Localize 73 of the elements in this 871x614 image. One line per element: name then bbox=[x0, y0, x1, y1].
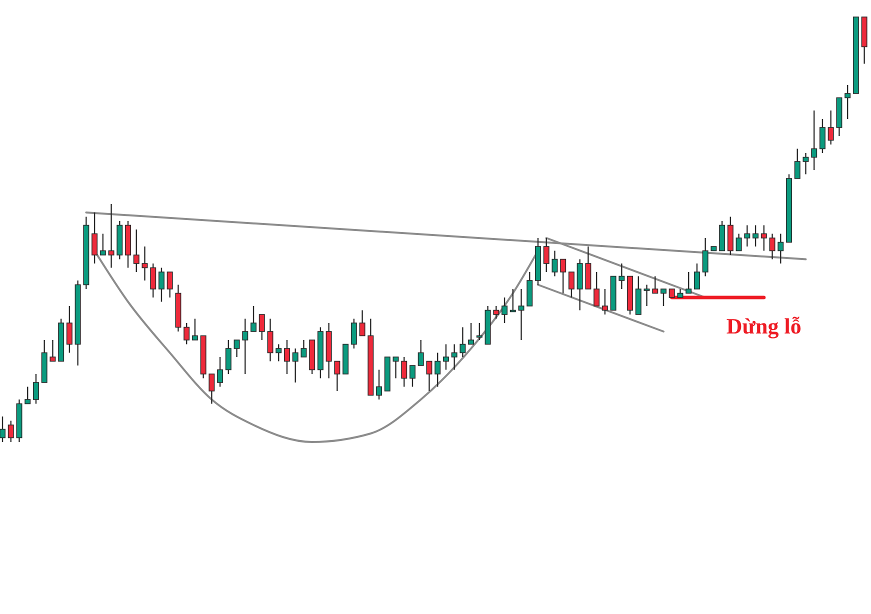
candlestick bbox=[292, 348, 298, 384]
candlestick bbox=[276, 344, 282, 362]
candlestick bbox=[66, 305, 72, 354]
candlestick bbox=[518, 288, 524, 341]
candlestick bbox=[409, 364, 416, 388]
candlestick bbox=[502, 296, 508, 324]
candlestick bbox=[376, 369, 382, 400]
candlestick bbox=[217, 356, 224, 388]
candlestick bbox=[736, 233, 742, 252]
candlestick bbox=[602, 288, 608, 316]
candlestick bbox=[234, 339, 240, 358]
candlestick bbox=[92, 212, 98, 264]
candlestick bbox=[686, 271, 692, 294]
candlestick bbox=[442, 344, 449, 370]
candlestick bbox=[359, 310, 366, 336]
candlestick bbox=[426, 360, 432, 392]
candlestick bbox=[350, 318, 357, 350]
candlestick bbox=[760, 224, 767, 252]
candlestick bbox=[418, 339, 424, 366]
candlestick bbox=[24, 386, 31, 404]
candlestick bbox=[166, 271, 173, 298]
candlestick bbox=[334, 360, 340, 392]
candlestick bbox=[560, 258, 566, 294]
candlestick bbox=[794, 148, 800, 180]
candlestick bbox=[108, 203, 114, 268]
candlestick bbox=[250, 305, 257, 332]
candlestick bbox=[694, 262, 700, 290]
candlestick bbox=[744, 224, 750, 248]
candlestick bbox=[468, 322, 474, 345]
candlestick bbox=[594, 271, 600, 307]
candlestick bbox=[769, 233, 776, 260]
candlestick bbox=[225, 339, 232, 375]
candlestick bbox=[543, 237, 550, 273]
candlestick bbox=[267, 318, 274, 362]
candlestick bbox=[434, 352, 441, 388]
candlestick bbox=[392, 356, 399, 379]
candlestick bbox=[811, 110, 818, 171]
candlestick bbox=[844, 84, 851, 120]
candlestick bbox=[100, 233, 106, 256]
candlestick bbox=[451, 344, 458, 370]
candlestick bbox=[192, 318, 198, 341]
candlestick bbox=[568, 271, 574, 298]
candlestick bbox=[702, 237, 708, 277]
candlestick bbox=[401, 356, 408, 388]
candlestick bbox=[652, 276, 658, 294]
candlestick bbox=[828, 110, 834, 146]
candlestick bbox=[32, 373, 39, 404]
candlestick bbox=[50, 339, 56, 362]
candlestick bbox=[618, 262, 625, 290]
candlestick bbox=[133, 228, 140, 273]
candlestick bbox=[300, 339, 307, 358]
candlestick bbox=[644, 284, 650, 307]
candlestick bbox=[552, 250, 558, 277]
candlestick bbox=[8, 420, 14, 443]
candlestick bbox=[460, 326, 466, 358]
candlestick bbox=[150, 262, 156, 298]
candlestick bbox=[819, 118, 826, 154]
candlestick bbox=[158, 267, 164, 302]
candlestick bbox=[258, 314, 265, 341]
candlestick bbox=[284, 339, 290, 375]
candlestick bbox=[660, 288, 666, 307]
candlestick bbox=[208, 373, 215, 404]
candlestick bbox=[778, 233, 784, 264]
candlestick bbox=[493, 305, 500, 320]
candlestick bbox=[752, 224, 759, 248]
candlestick bbox=[184, 322, 190, 345]
annotation: Dừng lỗ bbox=[726, 314, 802, 338]
candlestick bbox=[510, 288, 516, 312]
candlestick bbox=[802, 152, 809, 175]
candlestick bbox=[0, 416, 6, 443]
candlestick bbox=[476, 322, 482, 341]
candlestick bbox=[242, 318, 248, 375]
candlestick bbox=[142, 246, 148, 282]
